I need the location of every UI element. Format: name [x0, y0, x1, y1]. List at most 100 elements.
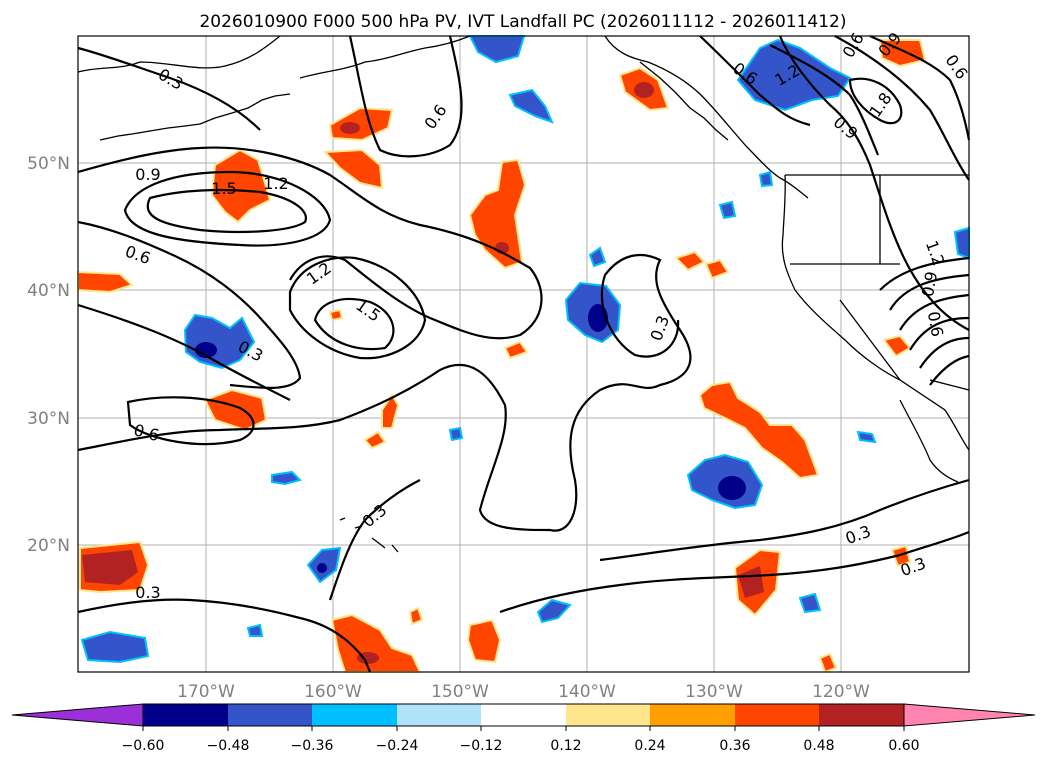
colorbar-tick-label: 0.24 [634, 738, 665, 754]
colorbar-segment [650, 704, 735, 726]
colorbar-extend-left [11, 703, 144, 727]
aleutians [99, 93, 291, 141]
neg-blob [80, 630, 150, 664]
pos-blob [890, 544, 912, 568]
pos-blob [818, 652, 838, 674]
contour-0.3-east-upper [599, 478, 970, 562]
contour-1.5-west [146, 188, 308, 233]
lon-labels: 170°W 160°W 150°W 140°W 130°W 120°W [177, 682, 870, 702]
bc-coast [604, 35, 809, 199]
neg-blob [718, 200, 737, 220]
contour-label: 0.6 [924, 310, 947, 338]
pos-blob [82, 550, 138, 585]
colorbar-segment [735, 704, 819, 726]
contour-0.3-loop [77, 253, 692, 532]
pos-blob [674, 250, 706, 272]
neg-blob-core [317, 563, 327, 573]
contour-0.3-hawaii [328, 479, 421, 601]
pos-blob [704, 258, 730, 280]
pos-blob [328, 308, 344, 322]
map-panel: 0.3 0.9 1.5 1.2 0.6 0.6 1.2 1.5 0.3 0.6 … [77, 29, 972, 674]
bc-coast-islands [639, 61, 729, 141]
pos-blob-core [357, 652, 379, 664]
contour-0.3-south [77, 598, 372, 673]
pos-blob [468, 158, 527, 270]
lat-label-20n: 20°N [27, 536, 70, 556]
neg-blob [508, 88, 554, 124]
neg-blob [246, 623, 264, 637]
contour-label: 0.9 [135, 165, 160, 184]
colorbar-segment [312, 704, 397, 726]
colorbar-extend-right [903, 703, 1036, 727]
colorbar-tick-label: −0.60 [122, 738, 165, 754]
lon-label-130w: 130°W [685, 682, 743, 702]
hawaii [339, 517, 399, 553]
colorbar-tick-label: −0.48 [207, 738, 250, 754]
positive-anomaly-fills [77, 39, 927, 674]
pos-blob [698, 380, 820, 480]
negative-anomaly-fills [80, 35, 970, 664]
contour-0.6-west [77, 220, 302, 390]
contour-0.3-east [499, 530, 970, 614]
colorbar-segment [143, 704, 228, 726]
lat-label-50n: 50°N [27, 154, 70, 174]
colorbar-tick-label: 0.36 [719, 738, 750, 754]
pos-blob [203, 388, 268, 432]
lon-label-140w: 140°W [558, 682, 616, 702]
contour-0.6-ne2 [869, 35, 971, 141]
neg-blob-core [718, 476, 746, 500]
colorbar-tick-label: −0.36 [291, 738, 334, 754]
lat-label-30n: 30°N [27, 409, 70, 429]
baja-coast [899, 399, 959, 483]
coastlines [77, 35, 970, 553]
colorbar-tick-label: −0.12 [460, 738, 503, 754]
contour-label: 0.3 [135, 583, 160, 602]
contour-0.6-south2 [126, 396, 255, 446]
pv-contours [77, 35, 971, 673]
neg-blob [953, 226, 970, 260]
contour-1.5-mid [313, 298, 395, 351]
chart-title: 2026010900 F000 500 hPa PV, IVT Landfall… [199, 12, 846, 32]
contour-0.9 [77, 146, 543, 340]
pos-blob-core [634, 82, 654, 98]
contour-coast-6 [929, 354, 970, 386]
contour-0.3-north [77, 46, 261, 131]
colorbar-ticks [142, 726, 905, 731]
colorbar-tick-label: −0.24 [376, 738, 419, 754]
contour-coast-1 [879, 256, 970, 291]
pos-blob-core [340, 122, 360, 134]
contour-coast-2 [889, 273, 970, 311]
neg-blob [758, 170, 774, 188]
contour-coast-5 [919, 336, 970, 369]
pos-blob [210, 148, 272, 224]
neg-blob [448, 426, 464, 442]
pos-blob [738, 566, 764, 598]
colorbar-segment [566, 704, 650, 726]
colorbar-segment [481, 704, 566, 726]
contour-0.6-ring [348, 35, 463, 158]
lon-label-120w: 120°W [812, 682, 870, 702]
map-frame [77, 35, 970, 673]
contour-label: 0.9 [918, 270, 941, 298]
contour-label: 1.5 [211, 179, 236, 198]
neg-blob [856, 430, 877, 444]
colorbar-segment [397, 704, 481, 726]
contour-0.6-south [77, 303, 291, 401]
colorbar-segment [819, 704, 904, 726]
pos-blob [408, 606, 424, 626]
contour-0.9-ne2 [834, 35, 970, 181]
contour-coast-3 [899, 293, 970, 331]
contour-1.2-mid [288, 256, 427, 360]
colorbar: −0.60 −0.48 −0.36 −0.24 −0.12 0.12 0.24 … [11, 703, 1036, 754]
alaska-coast [77, 35, 281, 73]
pos-blob [503, 340, 529, 360]
neg-blob [536, 598, 572, 624]
lon-label-170w: 170°W [177, 682, 235, 702]
contour-label: 1.2 [263, 174, 288, 193]
colorbar-segment [228, 704, 312, 726]
alaska-south-coast [299, 35, 471, 79]
neg-blob [798, 592, 822, 614]
colorbar-tick-label: 0.12 [550, 738, 581, 754]
contour-1.8-ne [848, 77, 903, 125]
colorbar-frame [142, 703, 905, 727]
